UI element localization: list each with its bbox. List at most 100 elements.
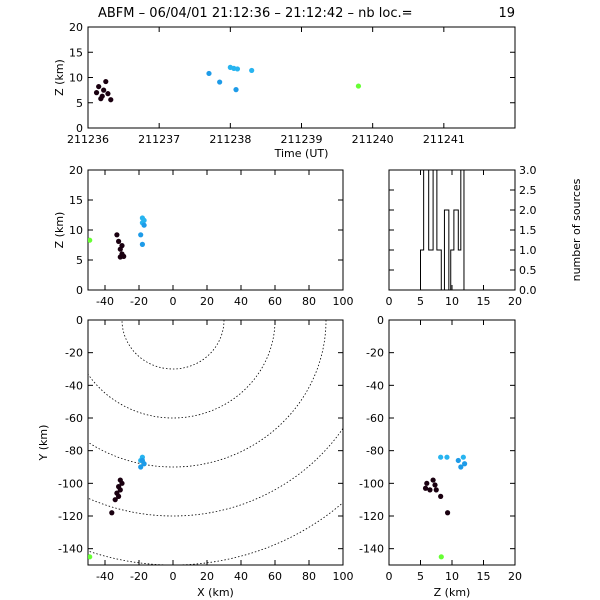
plot-area — [88, 215, 147, 260]
y-tick-label: 20 — [69, 21, 83, 34]
x-tick-label: 211241 — [423, 133, 465, 146]
x-tick-label: 211239 — [281, 133, 323, 146]
y-tick-label: 10 — [69, 72, 83, 85]
x-tick-label: 80 — [302, 570, 316, 583]
panel-frame — [87, 26, 516, 129]
source-point — [98, 96, 104, 102]
y-tick-label: 3.0 — [519, 164, 537, 177]
x-tick-label: 211236 — [67, 133, 109, 146]
plot-area — [422, 454, 468, 560]
panel-plan-view: -40 -20 0 20 40 60 80 100 0 -20 -40 -60 -80 -100 -120 -… — [37, 314, 354, 599]
x-tick-label: 20 — [200, 570, 214, 583]
source-point — [114, 232, 120, 238]
y-tick-label: -20 — [366, 347, 384, 360]
y-tick-label: 2.0 — [519, 204, 537, 217]
y-tick-label: 15 — [69, 194, 83, 207]
source-point — [101, 87, 107, 93]
title-station: ABFM — [98, 6, 135, 21]
source-point — [105, 91, 111, 97]
source-point — [217, 79, 223, 85]
panel-time-height: 211236 211237 211238 211239 211240 211241 0 5 10… — [53, 21, 516, 160]
source-point — [433, 487, 439, 493]
title-date: 06/04/01 — [149, 6, 207, 21]
y-tick-label: 20 — [69, 164, 83, 177]
x-tick-label: -40 — [96, 295, 114, 308]
source-point — [424, 480, 430, 486]
source-point — [462, 461, 468, 467]
y-tick-label: 1.5 — [519, 224, 537, 237]
x-tick-label: 80 — [302, 295, 316, 308]
source-point — [438, 554, 444, 560]
x-tick-label: 0 — [170, 295, 177, 308]
x-axis-label: Z (km) — [434, 586, 471, 599]
panel-height-histogram: 0 5 10 15 200.0 0.5 1.0 1.5 2.0 2.5 3.0 number of s… — [386, 164, 584, 308]
plot-area — [88, 320, 343, 565]
y-tick-label: 15 — [69, 46, 83, 59]
x-tick-label: 15 — [477, 570, 491, 583]
panel-x-height: -40 -20 0 20 40 60 80 100 0 5 10 15 20 Z (km) — [53, 164, 354, 308]
panel-frame — [388, 169, 516, 291]
source-point — [444, 510, 451, 516]
x-axis-label: X (km) — [197, 586, 234, 599]
source-point — [458, 464, 464, 470]
y-tick-label: -80 — [366, 445, 384, 458]
source-point — [109, 510, 115, 516]
x-tick-label: -20 — [130, 295, 148, 308]
x-tick-label: 10 — [445, 295, 459, 308]
y-tick-label: -40 — [366, 379, 384, 392]
source-point — [117, 254, 123, 260]
y-tick-label: 5 — [76, 97, 83, 110]
x-tick-label: 100 — [333, 295, 354, 308]
source-point — [427, 487, 433, 493]
source-point — [455, 457, 461, 464]
source-point — [438, 493, 444, 499]
x-tick-label: 15 — [477, 295, 491, 308]
x-tick-label: 0 — [386, 570, 393, 583]
title-nb-loc: 19 — [498, 6, 515, 21]
y-tick-label: 10 — [69, 224, 83, 237]
title-time-range: 21:12:36 – 21:12:42 — [212, 6, 344, 21]
y-axis-label: Z (km) — [53, 212, 66, 249]
source-point — [116, 493, 122, 499]
source-point — [96, 83, 102, 90]
panel-frame — [87, 169, 344, 291]
y-axis-label: Y (km) — [37, 425, 50, 462]
y-tick-label: 1.0 — [519, 244, 537, 257]
x-tick-label: 0 — [386, 295, 393, 308]
y-tick-label: -20 — [65, 347, 83, 360]
source-point — [93, 90, 100, 96]
x-tick-label: 40 — [234, 570, 248, 583]
y-tick-label: -100 — [58, 477, 83, 490]
source-point — [139, 241, 145, 247]
source-point — [117, 246, 123, 252]
x-tick-label: 100 — [333, 570, 354, 583]
y-tick-label: 0 — [76, 122, 83, 135]
x-tick-label: 40 — [234, 295, 248, 308]
x-tick-label: 5 — [417, 570, 424, 583]
source-point — [430, 477, 436, 483]
source-point — [206, 70, 212, 77]
y-tick-label: -140 — [359, 543, 384, 556]
y-tick-label: -60 — [366, 412, 384, 425]
source-point — [234, 66, 241, 72]
plot-area — [93, 64, 362, 103]
source-point — [233, 87, 239, 93]
svg-text:ABFM – 06/04/01: ABFM – 06/04/01 21:12:36 – 21:12:42 – nb… — [98, 6, 413, 21]
x-tick-label: 211238 — [209, 133, 251, 146]
y-tick-label: -120 — [359, 510, 384, 523]
x-tick-label: 20 — [508, 570, 522, 583]
source-point — [138, 464, 144, 470]
source-point — [88, 237, 93, 243]
panel-height-y: 0 5 10 15 20 0 -20 -40 -60 -80 -100 -120 -140 Z (km) — [359, 314, 522, 599]
source-point — [249, 67, 255, 74]
source-point — [88, 554, 93, 560]
range-ring — [88, 320, 327, 468]
source-point — [444, 454, 450, 460]
y-tick-label: -140 — [58, 543, 83, 556]
figure-title: ABFM – 06/04/01 21:12:36 – 21:12:42 – nb… — [98, 6, 515, 21]
x-tick-label: -40 — [96, 570, 114, 583]
x-tick-label: -20 — [130, 570, 148, 583]
x-tick-label: 20 — [508, 295, 522, 308]
panel-frame — [388, 319, 516, 566]
